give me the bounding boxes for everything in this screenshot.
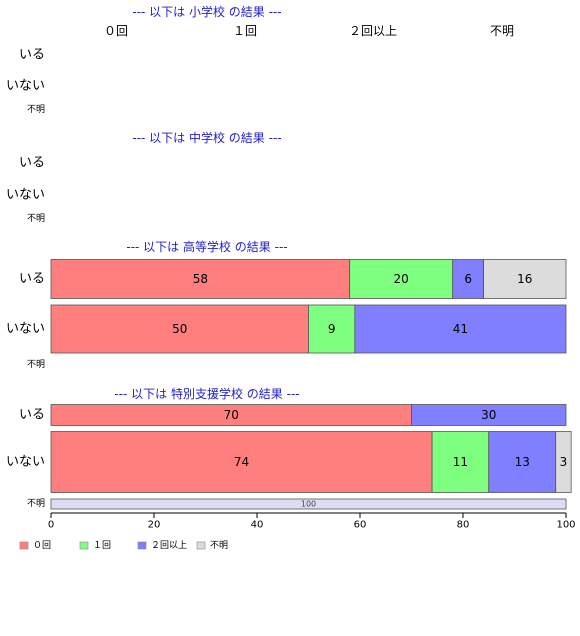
bar-segment — [50, 259, 351, 299]
data-label: 6 — [464, 272, 472, 286]
panel-title: --- 以下は 中学校 の結果 --- — [132, 130, 281, 145]
bar-segment — [411, 404, 567, 426]
bar-segment — [50, 431, 433, 493]
legend-swatch — [79, 541, 89, 550]
data-label: 3 — [560, 455, 568, 469]
row-label: 不明 — [27, 213, 45, 224]
row-label: 不明 — [27, 104, 45, 115]
row-label: 不明 — [27, 498, 45, 509]
data-label: 9 — [328, 322, 336, 336]
bar-segment — [555, 431, 572, 493]
bar-segment — [431, 431, 490, 493]
category-header-label: １回 — [233, 24, 257, 38]
bar-segment — [488, 431, 557, 493]
data-label: 11 — [453, 455, 468, 469]
category-header-label: 不明 — [490, 24, 514, 38]
panel-title: --- 以下は 特別支援学校 の結果 --- — [114, 386, 299, 401]
legend-label: 不明 — [210, 540, 228, 551]
row-label: いる — [19, 48, 45, 63]
panel-title: --- 以下は 小学校 の結果 --- — [132, 4, 281, 19]
bar-segment — [354, 304, 567, 354]
data-label: 70 — [224, 408, 239, 422]
bar-segment — [50, 498, 567, 510]
x-tick-label: 60 — [354, 520, 367, 531]
row-label: いる — [19, 408, 45, 423]
bar-segment — [483, 259, 567, 299]
row-label: いない — [6, 79, 45, 94]
x-tick-label: 0 — [48, 520, 54, 531]
bar-segment — [308, 304, 356, 354]
legend-label: ２回以上 — [151, 540, 187, 551]
legend-swatch — [196, 541, 206, 550]
bar-segment — [50, 304, 309, 354]
row-label: いる — [19, 156, 45, 171]
panel-title: --- 以下は 高等学校 の結果 --- — [126, 239, 287, 254]
legend-label: １回 — [93, 540, 111, 551]
bar-segment — [452, 259, 485, 299]
bar-segment — [349, 259, 454, 299]
data-label: 100 — [301, 500, 316, 509]
x-tick-label: 100 — [556, 520, 575, 531]
data-label: 16 — [517, 272, 532, 286]
legend-label: ０回 — [33, 540, 51, 551]
data-label: 20 — [394, 272, 409, 286]
data-label: 74 — [234, 455, 249, 469]
category-header-label: ０回 — [104, 24, 128, 38]
category-header-label: ２回以上 — [349, 24, 397, 38]
row-label: いない — [6, 322, 45, 337]
data-label: 50 — [172, 322, 187, 336]
x-tick-label: 20 — [148, 520, 161, 531]
legend-swatch — [19, 541, 29, 550]
row-label: いない — [6, 188, 45, 203]
row-label: いない — [6, 455, 45, 470]
legend-swatch — [137, 541, 147, 550]
x-tick-label: 40 — [251, 520, 264, 531]
x-tick-label: 80 — [457, 520, 470, 531]
row-label: 不明 — [27, 359, 45, 370]
data-label: 58 — [193, 272, 208, 286]
data-label: 41 — [453, 322, 468, 336]
data-label: 13 — [515, 455, 530, 469]
data-label: 30 — [481, 408, 496, 422]
row-label: いる — [19, 272, 45, 287]
